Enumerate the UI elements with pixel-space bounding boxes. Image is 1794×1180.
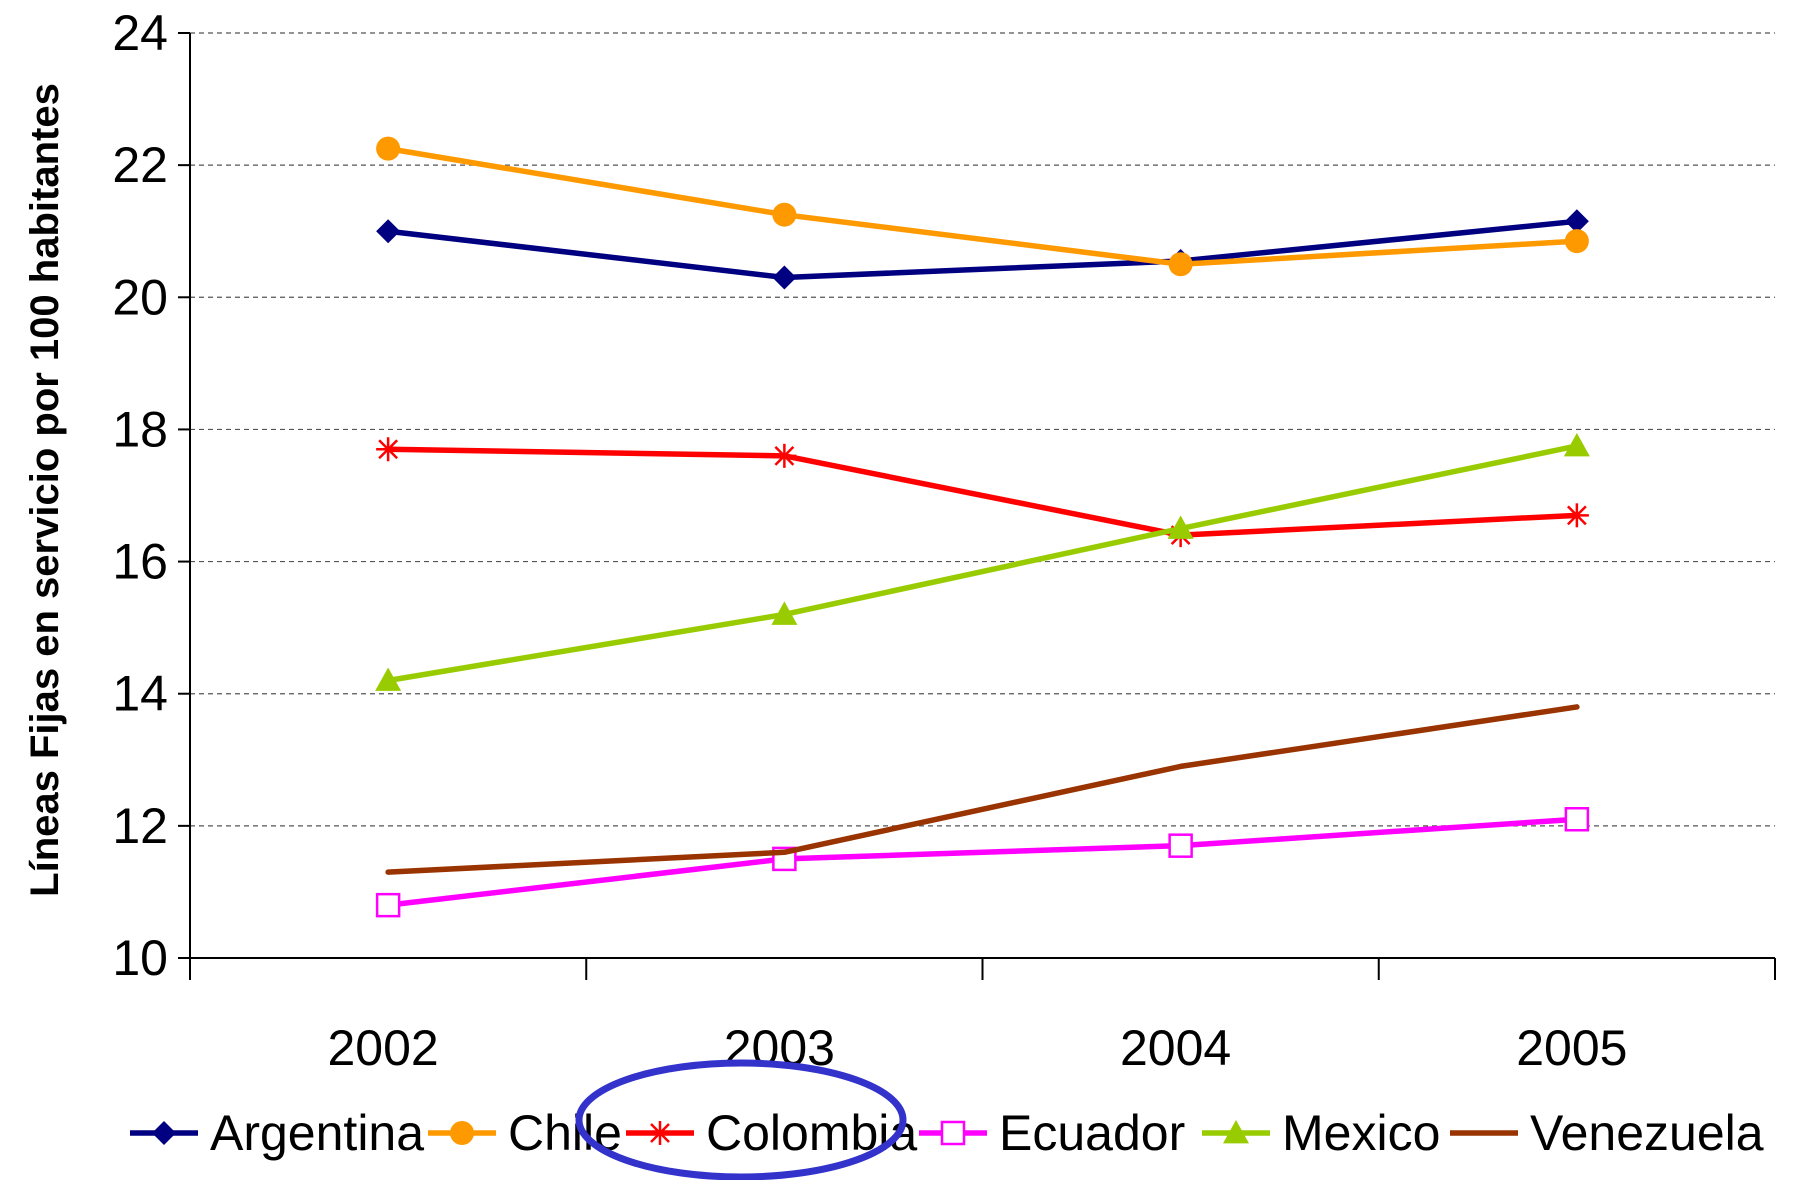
legend-item-argentina: Argentina [130, 1105, 424, 1161]
data-point-chile [1564, 229, 1589, 254]
series-argentina [376, 209, 1589, 290]
legend-swatch-marker [940, 1120, 966, 1146]
series-line-argentina [385, 218, 1580, 281]
legend-label: Venezuela [1530, 1105, 1764, 1161]
marker-stroke [1566, 505, 1587, 526]
data-point-mexico [771, 601, 798, 625]
legend-label: Ecuador [999, 1105, 1185, 1161]
x-tick-label: 2004 [1120, 1020, 1231, 1076]
legend-swatch-marker [648, 1121, 672, 1145]
legend-item-venezuela: Venezuela [1450, 1105, 1764, 1161]
data-point-mexico [375, 667, 402, 691]
legend-label: Colombia [706, 1105, 917, 1161]
data-point-chile [1168, 252, 1193, 277]
legend-label: Mexico [1282, 1105, 1440, 1161]
series-lines [375, 136, 1590, 918]
data-point-mexico [1563, 432, 1590, 457]
axes [178, 32, 1776, 980]
y-tick-label: 24 [112, 5, 168, 61]
series-line-chile [385, 145, 1580, 267]
data-point-argentina [1564, 209, 1589, 234]
y-tick-label: 12 [112, 798, 168, 854]
data-point-chile [772, 202, 797, 227]
gridlines [190, 32, 1775, 827]
y-tick-label: 18 [112, 401, 168, 457]
legend-swatch-marker [1223, 1120, 1249, 1144]
data-point-ecuador [375, 892, 401, 918]
y-tick-labels: 10 12 14 16 18 20 22 24 [112, 5, 168, 986]
data-point-colombia [376, 437, 401, 462]
data-point-argentina [376, 219, 401, 244]
data-point-colombia [772, 443, 797, 468]
x-tick-labels: 2002 2003 2004 2005 [328, 1020, 1628, 1076]
legend-item-ecuador: Ecuador [919, 1105, 1185, 1161]
series-venezuela [385, 704, 1580, 875]
marker-stroke [378, 439, 399, 460]
series-line-colombia [385, 446, 1580, 538]
series-colombia [376, 437, 1589, 548]
data-point-colombia [1564, 503, 1589, 528]
legend: Argentina Chile Colombia Ecuador Mexico Venez… [130, 1105, 1764, 1161]
x-tick-label: 2005 [1516, 1020, 1627, 1076]
series-chile [376, 136, 1589, 277]
y-tick-label: 10 [112, 930, 168, 986]
data-point-argentina [772, 265, 797, 290]
y-axis-title: Líneas Fijas en servicio por 100 habitan… [23, 83, 67, 897]
series-line-venezuela [385, 704, 1580, 875]
legend-swatch-marker [152, 1121, 176, 1145]
series-mexico [375, 432, 1590, 691]
legend-item-chile: Chile [428, 1105, 622, 1161]
series-line-ecuador [385, 816, 1580, 908]
legend-label: Argentina [210, 1105, 424, 1161]
y-tick-label: 14 [112, 666, 168, 722]
series-line-mexico [385, 443, 1580, 684]
data-point-ecuador [1168, 833, 1193, 858]
marker-stroke [650, 1123, 670, 1143]
x-tick-label: 2002 [328, 1020, 439, 1076]
data-point-chile [376, 136, 401, 161]
legend-swatch-marker [450, 1121, 474, 1145]
y-tick-label: 16 [112, 534, 168, 590]
y-tick-label: 22 [112, 137, 168, 193]
y-tick-label: 20 [112, 269, 168, 325]
marker-stroke [774, 445, 795, 466]
legend-item-mexico: Mexico [1202, 1105, 1440, 1161]
data-point-ecuador [1564, 807, 1590, 832]
data-point-mexico [1167, 515, 1194, 539]
highlight-ellipse [575, 1059, 907, 1180]
